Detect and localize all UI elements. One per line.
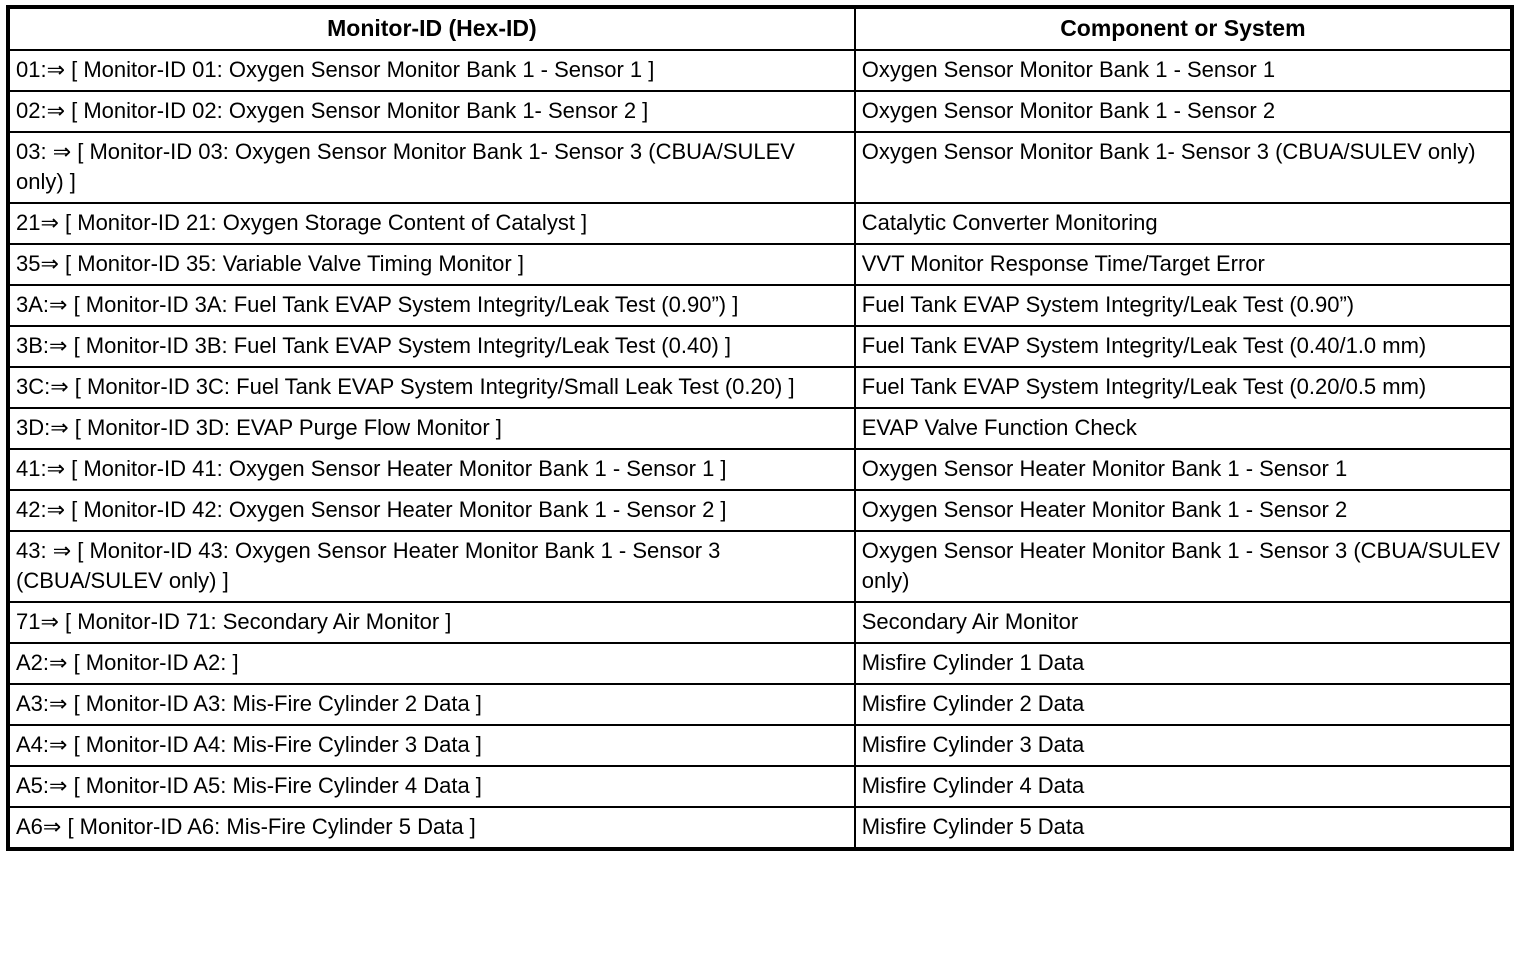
monitor-id-cell: 21⇒ [ Monitor-ID 21: Oxygen Storage Cont… (7, 201, 856, 245)
monitor-id-cell: 41:⇒ [ Monitor-ID 41: Oxygen Sensor Heat… (7, 447, 856, 491)
table-row: A2:⇒ [ Monitor-ID A2: ] Misfire Cylinder… (7, 641, 1514, 685)
monitor-id-cell: 02:⇒ [ Monitor-ID 02: Oxygen Sensor Moni… (7, 89, 856, 133)
component-cell: Oxygen Sensor Monitor Bank 1- Sensor 3 (… (853, 130, 1514, 204)
monitor-id-cell: A4:⇒ [ Monitor-ID A4: Mis-Fire Cylinder … (7, 723, 856, 767)
monitor-id-cell: 43: ⇒ [ Monitor-ID 43: Oxygen Sensor Hea… (7, 529, 856, 603)
component-cell: VVT Monitor Response Time/Target Error (853, 242, 1514, 286)
component-cell: Fuel Tank EVAP System Integrity/Leak Tes… (853, 324, 1514, 368)
monitor-id-cell: A5:⇒ [ Monitor-ID A5: Mis-Fire Cylinder … (7, 764, 856, 808)
monitor-id-cell: 3D:⇒ [ Monitor-ID 3D: EVAP Purge Flow Mo… (7, 406, 856, 450)
monitor-id-cell: A3:⇒ [ Monitor-ID A3: Mis-Fire Cylinder … (7, 682, 856, 726)
monitor-id-cell: 3B:⇒ [ Monitor-ID 3B: Fuel Tank EVAP Sys… (7, 324, 856, 368)
component-cell: EVAP Valve Function Check (853, 406, 1514, 450)
component-cell: Misfire Cylinder 4 Data (853, 764, 1514, 808)
monitor-id-cell: 71⇒ [ Monitor-ID 71: Secondary Air Monit… (7, 600, 856, 644)
monitor-id-cell: 42:⇒ [ Monitor-ID 42: Oxygen Sensor Heat… (7, 488, 856, 532)
monitor-id-table: Monitor-ID (Hex-ID) Component or System … (6, 5, 1514, 851)
table-row: A4:⇒ [ Monitor-ID A4: Mis-Fire Cylinder … (7, 723, 1514, 767)
table-row: A3:⇒ [ Monitor-ID A3: Mis-Fire Cylinder … (7, 682, 1514, 726)
component-cell: Misfire Cylinder 5 Data (853, 805, 1514, 850)
table-row: 02:⇒ [ Monitor-ID 02: Oxygen Sensor Moni… (7, 89, 1514, 133)
table-row: 41:⇒ [ Monitor-ID 41: Oxygen Sensor Heat… (7, 447, 1514, 491)
table-row: A6⇒ [ Monitor-ID A6: Mis-Fire Cylinder 5… (7, 805, 1514, 850)
column-header-monitor-id: Monitor-ID (Hex-ID) (7, 6, 856, 51)
table-row: 42:⇒ [ Monitor-ID 42: Oxygen Sensor Heat… (7, 488, 1514, 532)
component-cell: Oxygen Sensor Heater Monitor Bank 1 - Se… (853, 447, 1514, 491)
table-row: 3A:⇒ [ Monitor-ID 3A: Fuel Tank EVAP Sys… (7, 283, 1514, 327)
table-row: 43: ⇒ [ Monitor-ID 43: Oxygen Sensor Hea… (7, 529, 1514, 603)
component-cell: Secondary Air Monitor (853, 600, 1514, 644)
component-cell: Oxygen Sensor Monitor Bank 1 - Sensor 2 (853, 89, 1514, 133)
table-row: A5:⇒ [ Monitor-ID A5: Mis-Fire Cylinder … (7, 764, 1514, 808)
component-cell: Misfire Cylinder 2 Data (853, 682, 1514, 726)
table-row: 3D:⇒ [ Monitor-ID 3D: EVAP Purge Flow Mo… (7, 406, 1514, 450)
column-header-component: Component or System (853, 6, 1514, 51)
component-cell: Fuel Tank EVAP System Integrity/Leak Tes… (853, 283, 1514, 327)
table-row: 3C:⇒ [ Monitor-ID 3C: Fuel Tank EVAP Sys… (7, 365, 1514, 409)
table-row: 21⇒ [ Monitor-ID 21: Oxygen Storage Cont… (7, 201, 1514, 245)
component-cell: Catalytic Converter Monitoring (853, 201, 1514, 245)
monitor-id-cell: 01:⇒ [ Monitor-ID 01: Oxygen Sensor Moni… (7, 48, 856, 92)
monitor-id-cell: 3C:⇒ [ Monitor-ID 3C: Fuel Tank EVAP Sys… (7, 365, 856, 409)
table-row: 3B:⇒ [ Monitor-ID 3B: Fuel Tank EVAP Sys… (7, 324, 1514, 368)
monitor-id-cell: A2:⇒ [ Monitor-ID A2: ] (7, 641, 856, 685)
monitor-id-cell: 3A:⇒ [ Monitor-ID 3A: Fuel Tank EVAP Sys… (7, 283, 856, 327)
component-cell: Misfire Cylinder 1 Data (853, 641, 1514, 685)
table-row: 35⇒ [ Monitor-ID 35: Variable Valve Timi… (7, 242, 1514, 286)
component-cell: Oxygen Sensor Heater Monitor Bank 1 - Se… (853, 529, 1514, 603)
table-row: 01:⇒ [ Monitor-ID 01: Oxygen Sensor Moni… (7, 48, 1514, 92)
monitor-id-cell: A6⇒ [ Monitor-ID A6: Mis-Fire Cylinder 5… (7, 805, 856, 850)
monitor-id-cell: 35⇒ [ Monitor-ID 35: Variable Valve Timi… (7, 242, 856, 286)
table-row: 03: ⇒ [ Monitor-ID 03: Oxygen Sensor Mon… (7, 130, 1514, 204)
component-cell: Fuel Tank EVAP System Integrity/Leak Tes… (853, 365, 1514, 409)
monitor-id-cell: 03: ⇒ [ Monitor-ID 03: Oxygen Sensor Mon… (7, 130, 856, 204)
table-row: 71⇒ [ Monitor-ID 71: Secondary Air Monit… (7, 600, 1514, 644)
component-cell: Oxygen Sensor Heater Monitor Bank 1 - Se… (853, 488, 1514, 532)
component-cell: Oxygen Sensor Monitor Bank 1 - Sensor 1 (853, 48, 1514, 92)
header-row: Monitor-ID (Hex-ID) Component or System (7, 6, 1514, 51)
component-cell: Misfire Cylinder 3 Data (853, 723, 1514, 767)
